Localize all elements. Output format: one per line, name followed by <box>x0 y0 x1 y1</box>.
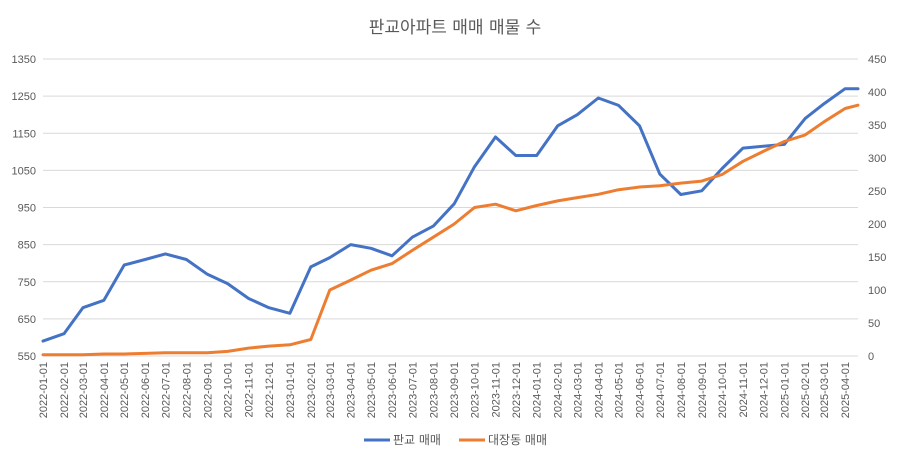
x-axis: 2022-01-01 2022-02-01 2022-03-01 2022-04-01… <box>38 362 852 418</box>
y-right-tick-label: 350 <box>868 120 886 132</box>
y-left-tick-label: 650 <box>18 314 36 326</box>
y-left-tick-label: 1350 <box>12 54 36 66</box>
x-tick-label: 2025-03-01 <box>819 362 831 418</box>
x-tick-label: 2023-06-01 <box>387 362 399 418</box>
y-left-tick-label: 950 <box>18 203 36 215</box>
chart-title: 판교아파트 매매 매물 수 <box>369 18 542 38</box>
x-tick-label: 2022-08-01 <box>181 362 193 418</box>
x-tick-label: 2024-12-01 <box>758 362 770 418</box>
y-right-tick-label: 300 <box>868 153 886 165</box>
series-line-2 <box>41 103 860 357</box>
x-tick-label: 2022-05-01 <box>119 362 131 418</box>
legend-label-1: 판교 매매 <box>393 433 441 447</box>
y-left-tick-label: 850 <box>18 240 36 252</box>
x-tick-label: 2024-03-01 <box>572 362 584 418</box>
y-left-tick-label: 1050 <box>12 165 36 177</box>
x-tick-label: 2024-08-01 <box>676 362 688 418</box>
y-right-tick-label: 400 <box>868 87 886 99</box>
x-tick-label: 2024-02-01 <box>553 362 565 418</box>
x-tick-label: 2022-09-01 <box>202 362 214 418</box>
x-tick-label: 2023-03-01 <box>325 362 337 418</box>
x-tick-label: 2023-11-01 <box>490 362 502 417</box>
x-tick-label: 2024-10-01 <box>717 362 729 418</box>
x-tick-label: 2023-08-01 <box>428 362 440 418</box>
x-tick-label: 2022-02-01 <box>59 362 71 418</box>
y-right-tick-label: 50 <box>868 318 880 330</box>
x-tick-label: 2024-07-01 <box>655 362 667 418</box>
x-tick-label: 2024-05-01 <box>614 362 626 418</box>
series-lines <box>41 87 860 357</box>
y-axis-left: 550 650 750 850 950 1050 1150 1250 1350 <box>12 54 36 363</box>
x-tick-label: 2024-04-01 <box>593 362 605 418</box>
y-left-tick-label: 550 <box>18 351 36 363</box>
legend-label-2: 대장동 매매 <box>488 433 547 447</box>
x-tick-label: 2023-02-01 <box>306 362 318 418</box>
x-tick-label: 2022-06-01 <box>140 362 152 418</box>
x-tick-label: 2022-03-01 <box>78 362 90 418</box>
y-left-tick-label: 750 <box>18 277 36 289</box>
x-tick-label: 2025-02-01 <box>800 362 812 418</box>
y-right-tick-label: 0 <box>868 351 874 363</box>
x-tick-label: 2024-06-01 <box>635 362 647 418</box>
y-right-tick-label: 250 <box>868 186 886 198</box>
y-right-tick-label: 150 <box>868 252 886 264</box>
y-axis-right: 0 50 100 150 200 250 300 350 400 450 <box>868 54 886 363</box>
legend: 판교 매매 대장동 매매 <box>364 433 547 447</box>
series-line-1 <box>41 87 860 343</box>
x-tick-label: 2022-04-01 <box>99 362 111 418</box>
x-tick-label: 2025-01-01 <box>779 362 791 418</box>
x-tick-label: 2023-12-01 <box>511 362 523 418</box>
y-left-tick-label: 1150 <box>12 128 36 140</box>
x-tick-label: 2022-12-01 <box>264 362 276 418</box>
y-right-tick-label: 450 <box>868 54 886 66</box>
x-tick-label: 2025-04-01 <box>840 362 852 418</box>
y-right-tick-label: 200 <box>868 219 886 231</box>
x-tick-label: 2022-01-01 <box>38 362 50 418</box>
y-right-tick-label: 100 <box>868 285 886 297</box>
x-tick-label: 2022-07-01 <box>160 362 172 418</box>
x-tick-label: 2023-09-01 <box>449 362 461 418</box>
x-tick-label: 2023-01-01 <box>285 362 297 418</box>
x-tick-label: 2023-04-01 <box>346 362 358 418</box>
x-tick-label: 2022-11-01 <box>244 362 256 417</box>
x-tick-label: 2023-07-01 <box>407 362 419 418</box>
x-tick-label: 2023-10-01 <box>470 362 482 418</box>
x-tick-label: 2022-10-01 <box>223 362 235 418</box>
y-left-tick-label: 1250 <box>12 91 36 103</box>
x-tick-label: 2024-11-01 <box>738 362 750 417</box>
x-tick-label: 2023-05-01 <box>366 362 378 418</box>
x-tick-label: 2024-01-01 <box>532 362 544 418</box>
x-tick-label: 2024-09-01 <box>697 362 709 418</box>
